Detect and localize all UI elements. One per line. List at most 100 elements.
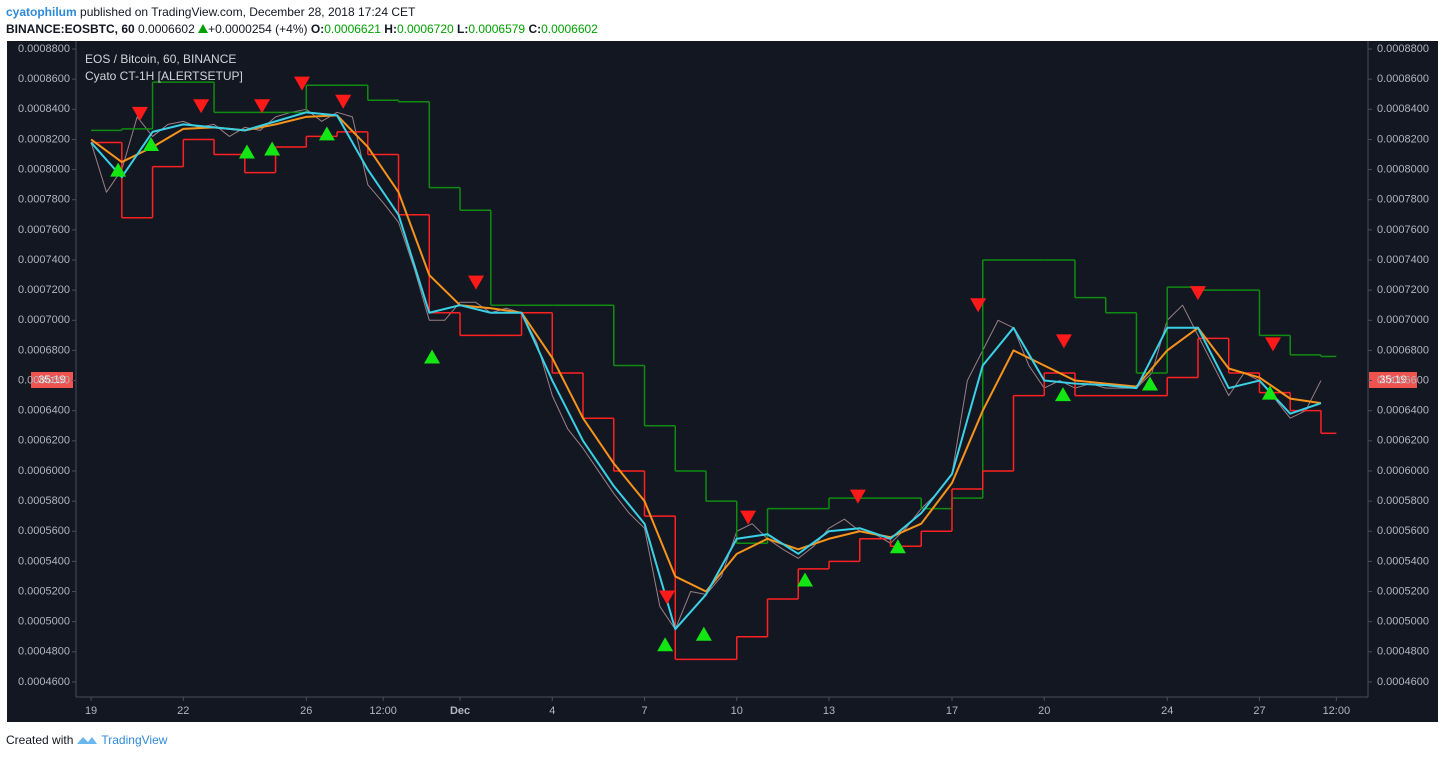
countdown-box	[31, 372, 73, 388]
x-tick-label: 4	[549, 705, 555, 717]
y-tick-label: 0.0006000	[18, 465, 70, 477]
x-tick-label: 12:00	[369, 705, 397, 717]
y-tick-label: 0.0008800	[18, 43, 70, 55]
change: +0.0000254 (+4%)	[208, 22, 308, 36]
signal-marker	[318, 126, 335, 141]
y-tick-label: 0.0004600	[18, 676, 70, 688]
x-tick-label: 12:00	[1323, 705, 1351, 717]
x-tick-label: 7	[641, 705, 647, 717]
y-tick-label: 0.0006800	[18, 344, 70, 356]
brand-logo[interactable]	[76, 733, 98, 747]
y-tick-label: 0.0007200	[18, 284, 70, 296]
ohlc-value: 0.0006602	[541, 22, 598, 36]
x-tick-label: 20	[1038, 705, 1050, 717]
signal-marker	[849, 489, 866, 504]
signal-marker	[1142, 376, 1159, 391]
signal-marker	[1264, 337, 1281, 352]
signal-marker	[1055, 334, 1072, 349]
y-tick-label: 0.0007800	[18, 194, 70, 206]
y-tick-label: 0.0008600	[18, 73, 70, 85]
signal-marker	[264, 141, 281, 156]
chart-title: EOS / Bitcoin, 60, BINANCE	[85, 52, 236, 66]
ohlc-value: 0.0006579	[468, 22, 526, 36]
signal-marker	[970, 298, 987, 313]
created-with: Created with	[6, 733, 74, 747]
signal-marker	[1054, 387, 1071, 402]
brand[interactable]: TradingView	[101, 733, 168, 747]
y-tick-label: 0.0006200	[1377, 435, 1429, 447]
y-tick-label: 0.0006200	[18, 435, 70, 447]
y-tick-label: 0.0005800	[1377, 495, 1429, 507]
published: published on TradingView.com, December 2…	[80, 5, 416, 19]
ohlc-value: 0.0006720	[396, 22, 454, 36]
countdown: 35:19	[1379, 374, 1407, 386]
y-tick-label: 0.0008000	[18, 163, 70, 175]
y-tick-label: 0.0005000	[18, 616, 70, 628]
signal-marker	[889, 539, 906, 554]
x-tick-label: Dec	[450, 705, 470, 717]
signal-marker	[740, 510, 757, 525]
y-tick-label: 0.0005200	[18, 585, 70, 597]
signal-marker	[131, 106, 148, 121]
y-tick-label: 0.0005400	[18, 555, 70, 567]
countdown-box	[1369, 372, 1417, 388]
signal-marker	[424, 349, 441, 364]
signal-marker	[657, 637, 674, 652]
y-tick-label: 0.0005600	[1377, 525, 1429, 537]
y-tick-label: 0.0006800	[1377, 344, 1429, 356]
y-tick-label: 0.0008400	[1377, 103, 1429, 115]
publish-line: cyatophilum published on TradingView.com…	[6, 5, 415, 19]
symbol: BINANCE:EOSBTC, 60	[6, 22, 135, 36]
x-tick-label: 22	[177, 705, 189, 717]
y-tick-label: 0.0008600	[1377, 73, 1429, 85]
signal-marker	[1261, 385, 1278, 400]
y-tick-label: 0.0004800	[18, 646, 70, 658]
y-tick-label: 0.0004600	[1377, 676, 1429, 688]
countdown: 35:19	[38, 374, 66, 386]
y-tick-label: 0.0006000	[1377, 465, 1429, 477]
y-tick-label: 0.0005200	[1377, 585, 1429, 597]
ohlc-label: L:	[457, 22, 469, 36]
ohlc-label: H:	[384, 22, 397, 36]
y-tick-label: 0.0007800	[1377, 194, 1429, 206]
y-tick-label: 0.0007000	[1377, 314, 1429, 326]
series-line	[90, 114, 1322, 593]
plot-area	[90, 76, 1337, 661]
signal-marker	[110, 162, 127, 177]
x-tick-label: 27	[1253, 705, 1265, 717]
signal-marker	[335, 94, 352, 109]
y-tick-label: 0.0006600	[1377, 374, 1429, 386]
signal-marker	[238, 144, 255, 159]
y-tick-label: 0.0007000	[18, 314, 70, 326]
x-tick-label: 10	[731, 705, 743, 717]
x-tick-label: 24	[1161, 705, 1173, 717]
signal-marker	[658, 590, 675, 605]
up-icon	[198, 24, 209, 33]
y-tick-label: 0.0005600	[18, 525, 70, 537]
y-tick-label: 0.0007200	[1377, 284, 1429, 296]
x-tick-label: 19	[85, 705, 97, 717]
series-line	[90, 111, 1322, 631]
signal-marker	[1189, 286, 1206, 301]
author[interactable]: cyatophilum	[6, 5, 77, 19]
y-tick-label: 0.0007600	[18, 224, 70, 236]
y-tick-label: 0.0006600	[18, 374, 70, 386]
signal-marker	[254, 99, 271, 114]
y-tick-label: 0.0008800	[1377, 43, 1429, 55]
y-tick-label: 0.0008400	[18, 103, 70, 115]
signal-marker	[695, 626, 712, 641]
signal-marker	[193, 99, 210, 114]
x-tick-label: 17	[946, 705, 958, 717]
y-tick-label: 0.0005400	[1377, 555, 1429, 567]
signal-marker	[468, 275, 485, 290]
y-tick-label: 0.0008200	[18, 133, 70, 145]
signal-marker	[797, 572, 814, 587]
ohlc-value: 0.0006621	[324, 22, 381, 36]
y-tick-label: 0.0006400	[18, 405, 70, 417]
y-tick-label: 0.0004800	[1377, 646, 1429, 658]
symbol-line: BINANCE:EOSBTC, 60 0.0006602 +0.0000254 …	[6, 22, 598, 36]
x-tick-label: 13	[823, 705, 835, 717]
indicator-name: Cyato CT-1H [ALERTSETUP]	[85, 69, 243, 83]
y-tick-label: 0.0007400	[18, 254, 70, 266]
